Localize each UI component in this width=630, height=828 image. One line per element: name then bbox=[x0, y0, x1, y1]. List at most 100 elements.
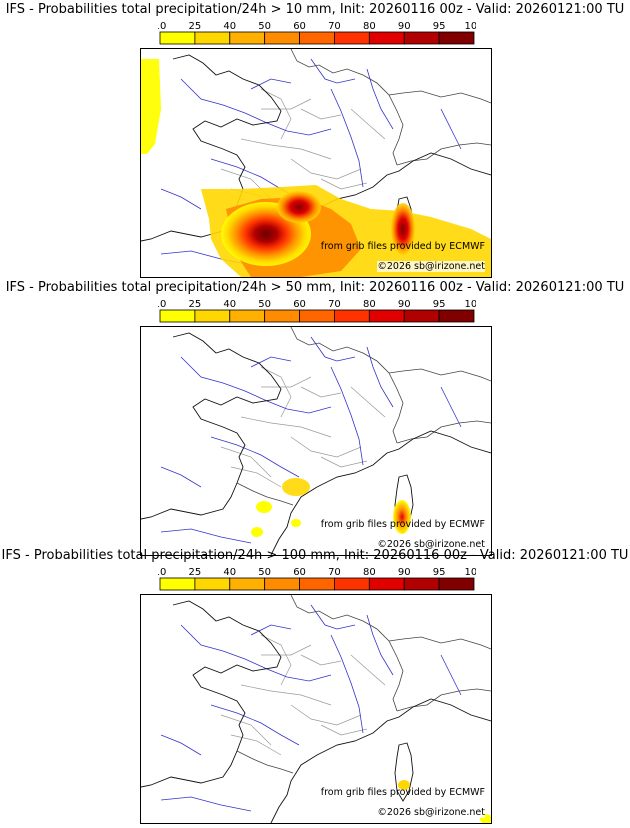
river-line bbox=[330, 634, 364, 734]
colorbar-segment bbox=[334, 577, 370, 591]
colorbar-segment bbox=[438, 309, 475, 323]
colorbar-segment bbox=[438, 577, 475, 591]
colorbar-segment bbox=[403, 309, 440, 323]
river-line bbox=[440, 386, 462, 428]
colorbar-tick-label: 95 bbox=[433, 21, 446, 32]
colorbar-segment bbox=[299, 577, 335, 591]
colorbar-tick-label: 10 bbox=[158, 567, 166, 578]
region-boundary bbox=[261, 376, 312, 388]
coastline bbox=[141, 332, 282, 520]
colorbar-segment bbox=[368, 31, 405, 45]
colorbar-tick-label: 40 bbox=[223, 21, 236, 32]
region-boundary bbox=[261, 98, 312, 110]
colorbar-tick-label: 50 bbox=[258, 299, 271, 310]
colorbar-segment bbox=[334, 309, 370, 323]
river-line bbox=[160, 796, 252, 812]
panel-10mm: IFS - Probabilities total precipitation/… bbox=[0, 2, 630, 278]
colorbar-tick-label: 70 bbox=[328, 21, 341, 32]
river-line bbox=[180, 78, 332, 136]
colorbar-tick-label: 25 bbox=[189, 299, 202, 310]
river-line bbox=[210, 704, 300, 746]
colorbar-segment bbox=[159, 577, 196, 591]
precip-zone-corsica bbox=[393, 500, 411, 534]
colorbar-segment bbox=[194, 309, 231, 323]
country-border bbox=[396, 688, 491, 712]
river-line bbox=[210, 436, 300, 478]
colorbar-tick-label: 80 bbox=[363, 567, 376, 578]
credit-grib: from grib files provided by ECMWF bbox=[320, 519, 485, 530]
colorbar-tick-label: 70 bbox=[328, 299, 341, 310]
region-boundary bbox=[240, 416, 332, 438]
colorbar-segment bbox=[334, 31, 370, 45]
region-boundary bbox=[240, 138, 332, 160]
colorbar-tick-label: 25 bbox=[189, 567, 202, 578]
region-boundary bbox=[290, 158, 362, 180]
river-line bbox=[250, 356, 292, 368]
probability-map: from grib files provided by ECMWF ©2026 … bbox=[140, 326, 492, 556]
country-border bbox=[290, 49, 404, 166]
region-boundary bbox=[290, 704, 362, 726]
country-border bbox=[388, 368, 491, 382]
country-border bbox=[388, 636, 491, 650]
river-line bbox=[160, 734, 202, 756]
colorbar-tick-label: 10 bbox=[158, 299, 166, 310]
region-boundary bbox=[220, 714, 272, 746]
country-border bbox=[396, 420, 491, 444]
panel-title: IFS - Probabilities total precipitation/… bbox=[1, 548, 629, 563]
river-line bbox=[180, 356, 332, 414]
river-line bbox=[250, 78, 292, 90]
precip-zone-pyrenees bbox=[256, 501, 272, 513]
credit-copyright: ©2026 sb@irizone.net bbox=[377, 539, 485, 550]
credit-copyright: ©2026 sb@irizone.net bbox=[377, 261, 485, 272]
colorbar-segment bbox=[403, 577, 440, 591]
region-boundary bbox=[350, 654, 386, 686]
region-boundary bbox=[320, 456, 368, 468]
colorbar-segment bbox=[368, 577, 405, 591]
colorbar-segment bbox=[159, 309, 196, 323]
colorbar-tick-label: 90 bbox=[398, 299, 411, 310]
coastline-mediterranean bbox=[270, 698, 491, 823]
precip-core-north bbox=[277, 191, 321, 223]
precip-zone-corsica bbox=[398, 780, 410, 790]
colorbar-tick-label: 90 bbox=[398, 21, 411, 32]
colorbar-tick-label: 80 bbox=[363, 299, 376, 310]
precip-overlay bbox=[141, 59, 491, 277]
river-line bbox=[310, 58, 356, 84]
river-line bbox=[160, 528, 252, 544]
colorbar-segment bbox=[229, 31, 266, 45]
precip-overlay bbox=[251, 478, 411, 537]
coastline bbox=[141, 600, 282, 788]
probability-map: from grib files provided by ECMWF ©2026 … bbox=[140, 48, 492, 278]
region-boundary bbox=[230, 734, 282, 756]
colorbar-tick-label: 60 bbox=[293, 567, 306, 578]
coastline-corsica bbox=[394, 742, 414, 802]
colorbar-segment bbox=[299, 309, 335, 323]
region-boundary bbox=[350, 386, 386, 418]
panel-50mm: IFS - Probabilities total precipitation/… bbox=[0, 280, 630, 556]
colorbar-tick-label: 70 bbox=[328, 567, 341, 578]
colorbar-tick-label: 90 bbox=[398, 567, 411, 578]
colorbar: 10 25 40 50 60 70 80 90 95 100 bbox=[158, 567, 476, 591]
region-boundary bbox=[300, 386, 342, 398]
credit-grib: from grib files provided by ECMWF bbox=[320, 241, 485, 252]
river-line bbox=[250, 624, 292, 636]
colorbar-tick-label: 40 bbox=[223, 567, 236, 578]
region-boundary bbox=[220, 446, 272, 478]
panel-title: IFS - Probabilities total precipitation/… bbox=[5, 280, 625, 295]
precip-zone-iberia bbox=[251, 527, 263, 537]
credit-grib: from grib files provided by ECMWF bbox=[320, 787, 485, 798]
basemap bbox=[141, 595, 491, 823]
country-border bbox=[290, 595, 404, 712]
country-border bbox=[290, 327, 404, 444]
river-line bbox=[330, 366, 364, 466]
colorbar-segment bbox=[194, 31, 231, 45]
colorbar-tick-label: 50 bbox=[258, 21, 271, 32]
colorbar-segment bbox=[194, 577, 231, 591]
colorbar-segment bbox=[438, 31, 475, 45]
river-line bbox=[330, 88, 364, 188]
region-boundary bbox=[320, 724, 368, 736]
region-boundary bbox=[230, 466, 282, 488]
region-boundary bbox=[290, 436, 362, 458]
colorbar-segment bbox=[299, 31, 335, 45]
region-boundary bbox=[300, 654, 342, 666]
